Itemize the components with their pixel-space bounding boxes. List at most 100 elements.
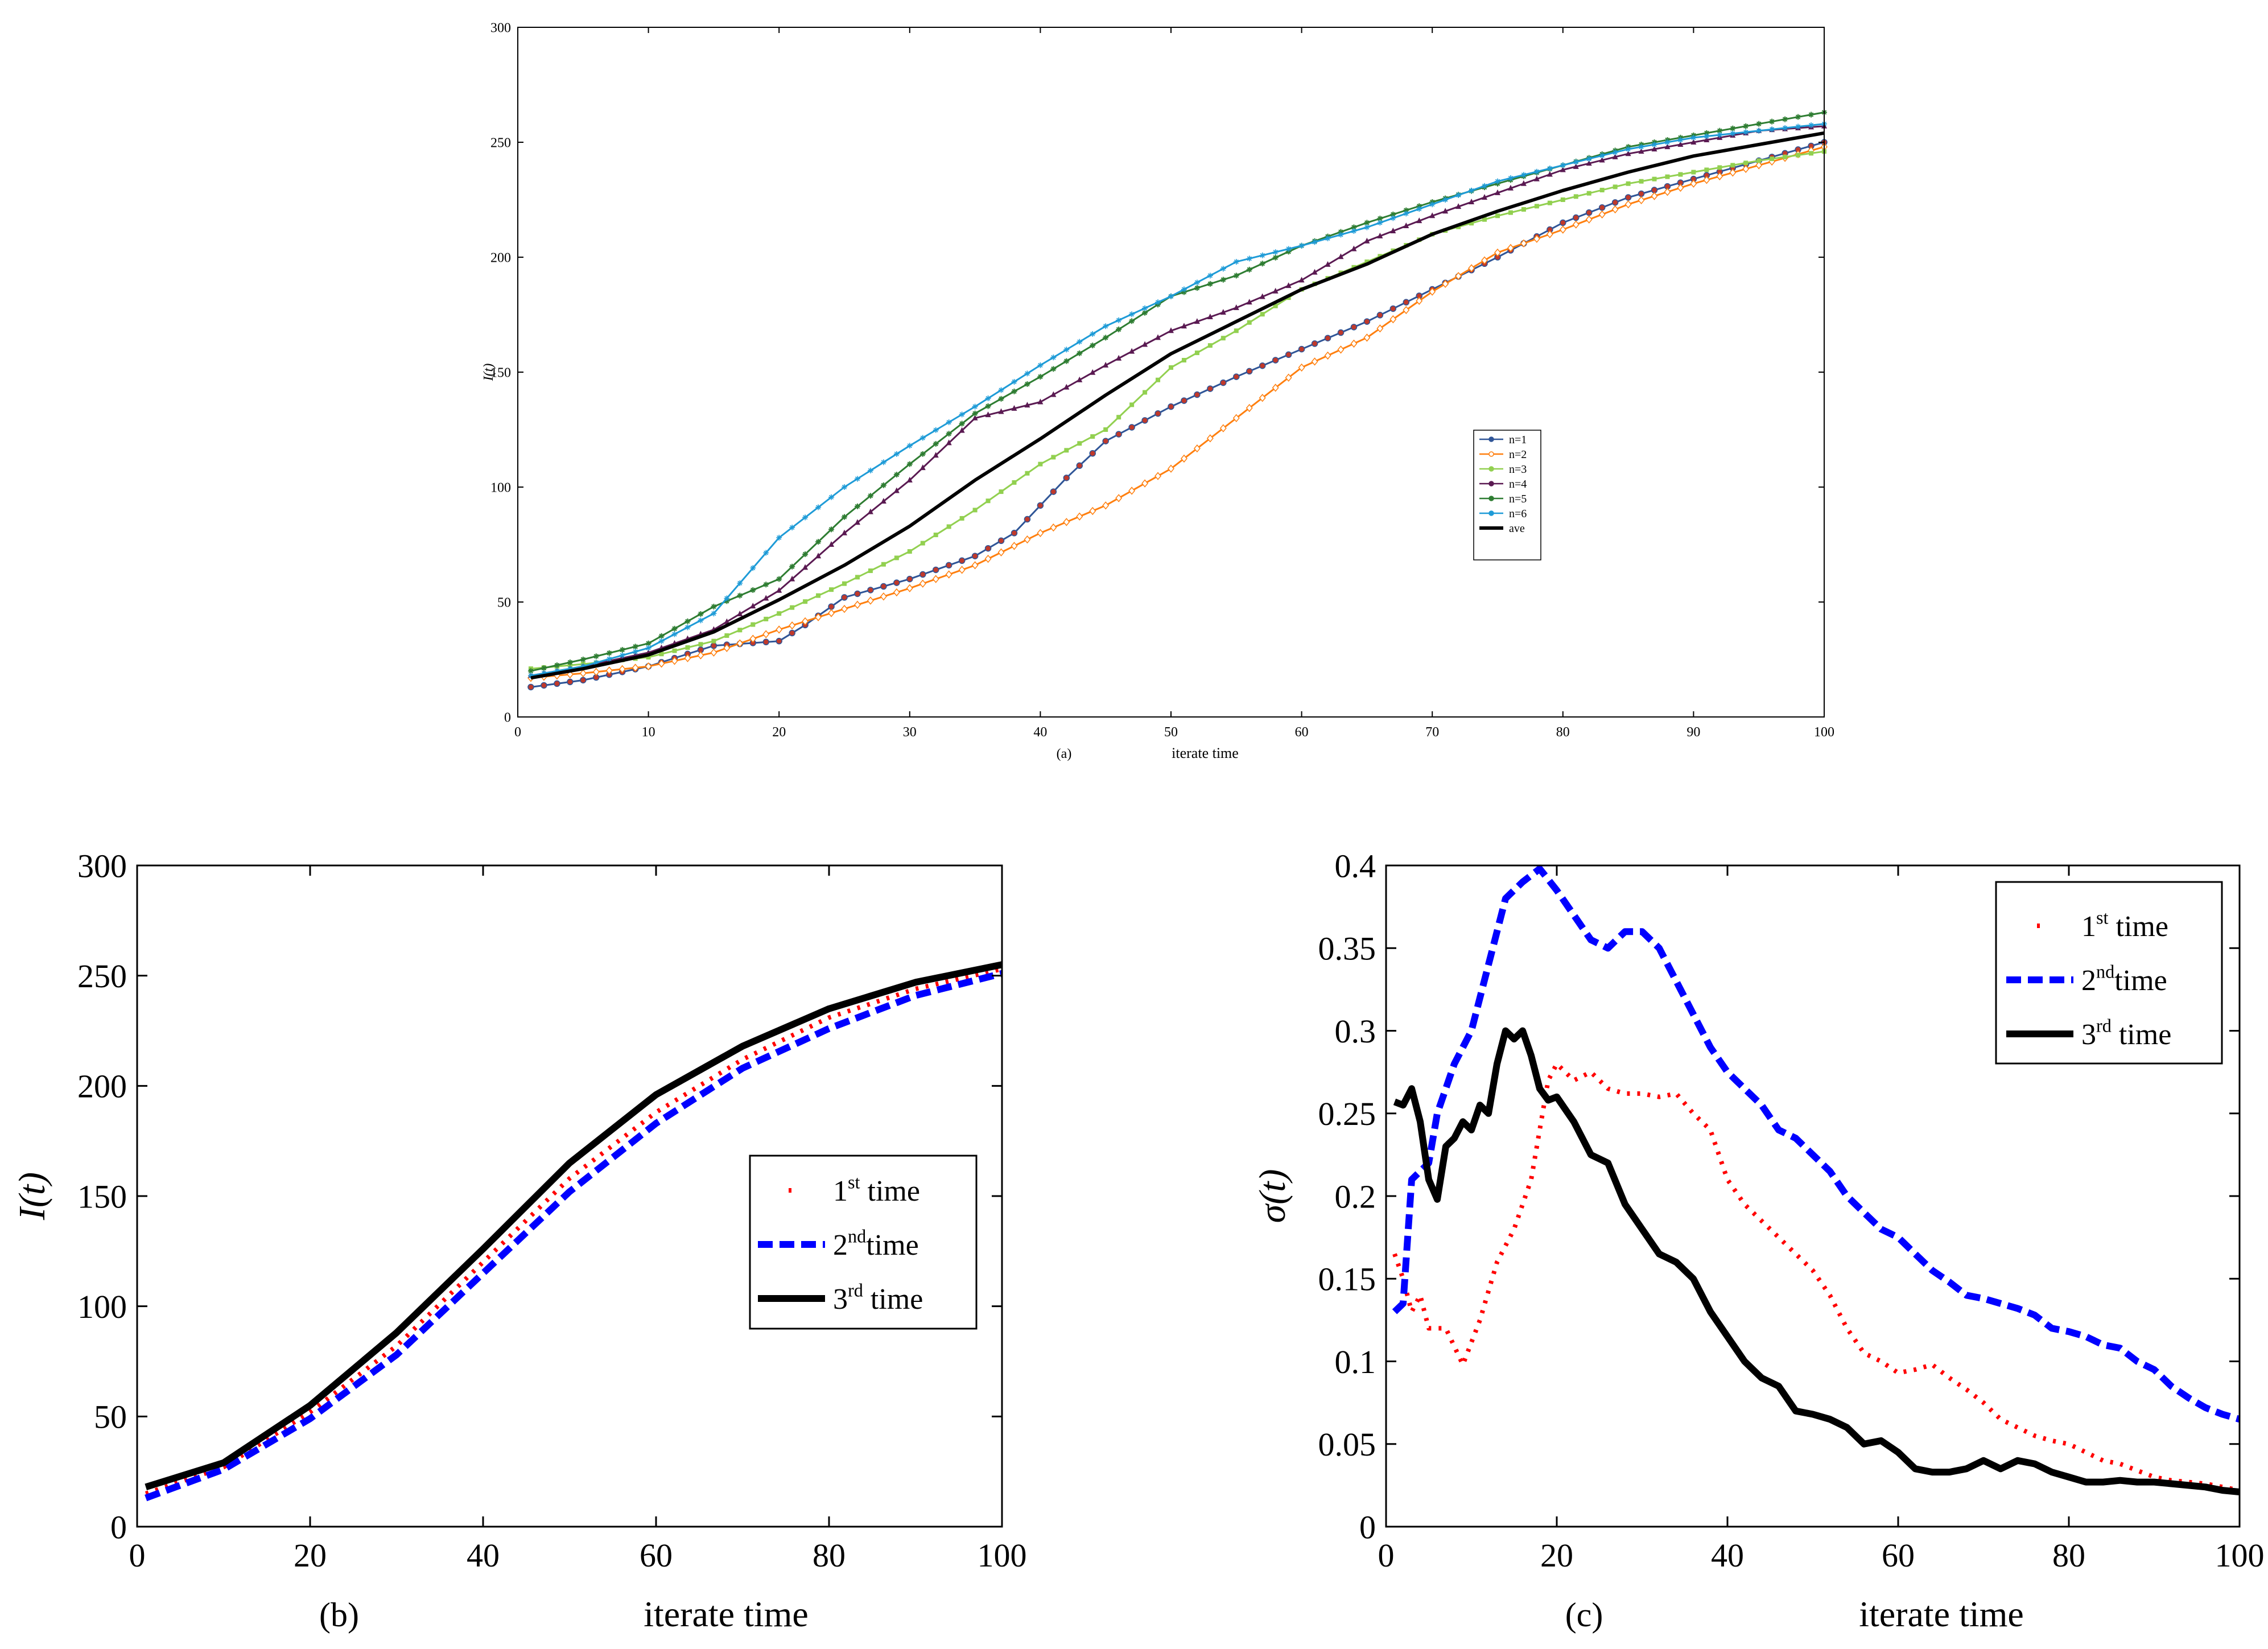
data-point-marker <box>1442 279 1449 288</box>
data-point-marker <box>998 408 1004 414</box>
data-point-marker <box>1337 329 1345 336</box>
data-point-marker <box>1351 228 1357 234</box>
data-point-marker <box>933 533 938 538</box>
data-point-marker <box>1089 450 1096 457</box>
legend-label: n=5 <box>1509 493 1527 505</box>
data-point-marker <box>1389 315 1397 324</box>
data-point-marker <box>541 670 547 677</box>
data-point-marker <box>1533 175 1540 182</box>
data-point-marker <box>580 657 586 662</box>
data-point-marker <box>880 592 887 601</box>
data-point-marker <box>1625 150 1631 156</box>
data-point-marker <box>1795 123 1801 130</box>
data-point-marker <box>763 550 769 556</box>
data-point-marker <box>1337 345 1345 354</box>
data-point-marker <box>684 618 691 624</box>
x-tick-label: 90 <box>1686 725 1700 740</box>
data-point-marker <box>802 514 809 521</box>
data-point-marker <box>919 579 926 588</box>
data-point-marker <box>672 648 677 653</box>
data-point-marker <box>920 541 925 546</box>
data-point-marker <box>1756 121 1762 127</box>
data-point-marker <box>985 395 991 402</box>
data-point-marker <box>789 575 795 582</box>
data-point-marker <box>1090 331 1096 337</box>
data-point-marker <box>1796 152 1801 158</box>
data-point-marker <box>1598 210 1606 219</box>
data-point-marker <box>1495 178 1500 184</box>
data-point-marker <box>842 581 847 586</box>
data-point-marker <box>842 529 847 535</box>
data-point-marker <box>1704 130 1710 136</box>
data-point-marker <box>1207 343 1213 348</box>
data-point-marker <box>880 459 886 465</box>
data-point-marker <box>1664 143 1671 150</box>
data-point-marker <box>946 439 952 446</box>
data-point-marker <box>1547 166 1553 172</box>
data-point-marker <box>645 645 651 651</box>
data-point-marker <box>1246 299 1252 305</box>
data-point-marker <box>984 554 992 563</box>
data-point-marker <box>671 625 678 632</box>
y-tick-label: 250 <box>490 135 511 150</box>
data-point-marker <box>1077 339 1083 345</box>
data-point-marker <box>1691 170 1696 175</box>
data-point-marker <box>1560 219 1566 226</box>
data-point-marker <box>867 493 873 499</box>
data-point-marker <box>1626 181 1631 186</box>
data-point-marker <box>867 508 873 514</box>
y-tick-label: 0.35 <box>1318 930 1376 967</box>
x-tick-label: 80 <box>1556 725 1570 740</box>
data-point-marker <box>1572 220 1580 229</box>
legend-label: 2ndtime <box>833 1226 919 1262</box>
data-point-marker <box>1024 381 1030 387</box>
data-point-marker <box>959 411 965 418</box>
data-point-marker <box>1311 357 1318 366</box>
data-point-marker <box>1076 512 1083 521</box>
data-point-marker <box>605 666 613 675</box>
series-line-2nd-time <box>145 970 1003 1502</box>
data-point-marker <box>1324 335 1331 341</box>
data-point-marker <box>1207 281 1213 287</box>
data-point-marker <box>737 592 743 599</box>
data-point-marker <box>1011 405 1017 411</box>
data-point-marker <box>1246 403 1253 413</box>
data-point-marker <box>1520 172 1527 178</box>
data-point-marker <box>1455 271 1462 281</box>
data-point-marker <box>972 403 978 410</box>
data-point-marker <box>1129 348 1135 354</box>
x-tick-label: 60 <box>1882 1537 1915 1574</box>
x-tick-label: 50 <box>1164 725 1178 740</box>
data-point-marker <box>1011 530 1018 537</box>
data-point-marker <box>1652 176 1657 182</box>
data-point-marker <box>737 611 743 617</box>
data-point-marker <box>867 587 874 593</box>
data-point-marker <box>1717 127 1723 134</box>
plot-b-xlabel: iterate time <box>644 1594 809 1634</box>
data-point-marker <box>1129 311 1135 318</box>
data-point-marker <box>1625 146 1631 152</box>
data-point-marker <box>1690 134 1697 141</box>
data-point-marker <box>1495 189 1500 195</box>
data-point-marker <box>1089 506 1096 516</box>
data-point-marker <box>972 414 978 421</box>
legend-label: 2ndtime <box>2081 961 2167 997</box>
data-point-marker <box>933 441 939 447</box>
legend-label: n=1 <box>1509 434 1527 446</box>
data-point-marker <box>933 452 939 458</box>
data-point-marker <box>1364 220 1370 226</box>
data-point-marker <box>684 624 691 630</box>
data-point-marker <box>1246 368 1253 375</box>
data-point-marker <box>1390 227 1396 233</box>
x-tick-label: 0 <box>514 725 521 740</box>
data-point-marker <box>1233 259 1239 265</box>
data-point-marker <box>1351 265 1356 270</box>
data-point-marker <box>1495 213 1500 219</box>
data-point-marker <box>1220 336 1226 341</box>
data-point-marker <box>1377 216 1383 222</box>
data-point-marker <box>1220 266 1226 272</box>
data-point-marker <box>1298 242 1305 249</box>
data-point-marker <box>1285 246 1292 252</box>
data-point-marker <box>919 435 926 441</box>
data-point-marker <box>1482 183 1488 189</box>
